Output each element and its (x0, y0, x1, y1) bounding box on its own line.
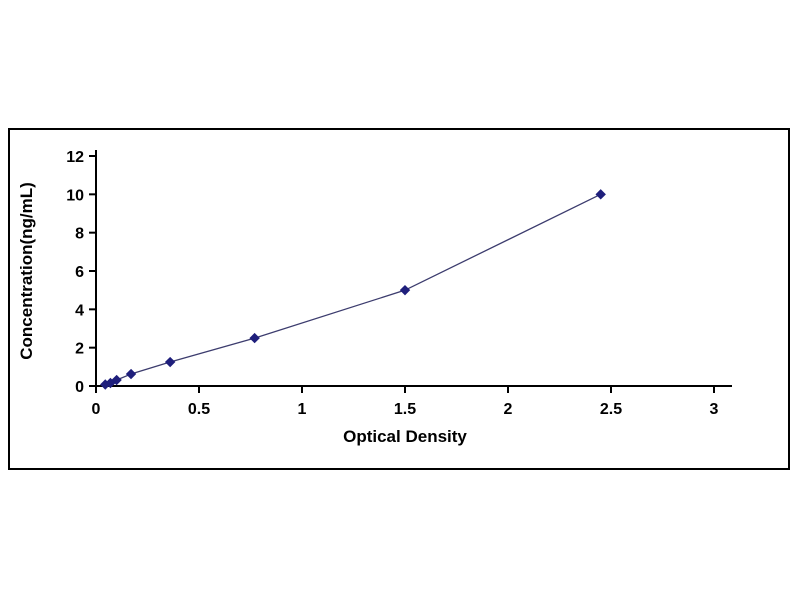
data-point-marker (399, 284, 411, 296)
y-tick-label: 6 (75, 264, 84, 281)
plot-area: 0 0.5 1 1.5 2 2.5 3 0 2 4 6 8 10 12 Optical Density C… (17, 149, 732, 446)
tick-labels: 0 0.5 1 1.5 2 2.5 3 0 2 4 6 8 10 12 (66, 149, 718, 418)
x-tick-label: 0 (92, 401, 101, 418)
x-tick-label: 0.5 (188, 401, 210, 418)
y-tick-label: 10 (66, 187, 84, 204)
x-tick-label: 2.5 (600, 401, 622, 418)
data-point-marker (249, 332, 260, 344)
y-axis-title: Concentration(ng/mL) (17, 182, 36, 360)
x-tick-label: 1 (298, 401, 307, 418)
y-tick-label: 4 (75, 302, 84, 319)
y-tick-label: 12 (66, 149, 84, 166)
x-tick-label: 2 (504, 401, 513, 418)
data-point-marker (111, 374, 122, 386)
data-point-marker (125, 368, 137, 380)
x-tick-label: 3 (710, 401, 719, 418)
axes (95, 150, 732, 387)
data-point-marker (164, 356, 176, 368)
data-point-marker (595, 189, 606, 200)
y-tick-label: 0 (75, 379, 84, 396)
x-axis-title: Optical Density (343, 427, 467, 446)
y-tick-label: 8 (75, 226, 84, 243)
chart-frame: 0 0.5 1 1.5 2 2.5 3 0 2 4 6 8 10 12 Optical Density C… (8, 128, 790, 470)
tick-marks (89, 155, 715, 393)
standard-curve-series (100, 189, 606, 390)
y-tick-label: 2 (75, 341, 84, 358)
x-tick-label: 1.5 (394, 401, 416, 418)
curve-line (105, 193, 601, 386)
